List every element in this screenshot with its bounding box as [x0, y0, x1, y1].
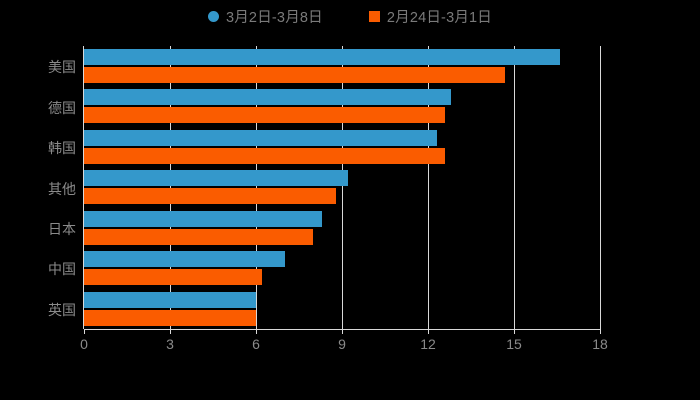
gridline — [514, 46, 515, 329]
x-axis-tick-label: 18 — [592, 336, 608, 352]
bar[interactable] — [84, 49, 560, 65]
bar[interactable] — [84, 251, 285, 268]
circle-marker-icon — [207, 11, 219, 22]
gridline — [600, 46, 601, 329]
x-axis-tick-mark — [170, 329, 171, 334]
plot-area — [83, 46, 601, 329]
y-axis-tick-label: 韩国 — [48, 140, 76, 157]
chart-legend: 3月2日-3月8日 2月24日-3月1日 — [0, 6, 700, 27]
bar-group — [84, 208, 600, 248]
bar[interactable] — [84, 228, 314, 245]
bar-group — [84, 86, 600, 126]
gridline — [342, 46, 343, 329]
bar-group — [84, 46, 600, 86]
bar[interactable] — [84, 107, 446, 124]
bar[interactable] — [84, 170, 348, 187]
x-axis-tick-mark — [600, 329, 601, 334]
x-axis-tick-label: 9 — [338, 336, 346, 352]
y-axis-tick-label: 中国 — [48, 261, 76, 278]
bar[interactable] — [84, 129, 437, 146]
x-axis-tick-label: 15 — [506, 336, 522, 352]
legend-item[interactable]: 2月24日-3月1日 — [368, 6, 493, 27]
x-axis-tick-label: 3 — [166, 336, 174, 352]
bar-group — [84, 127, 600, 167]
y-axis-tick-label: 英国 — [48, 301, 76, 318]
x-axis-tick-label: 12 — [420, 336, 436, 352]
bar[interactable] — [84, 291, 256, 308]
bar-group — [84, 248, 600, 288]
y-axis-tick-label: 德国 — [48, 99, 76, 116]
y-axis-tick-label: 其他 — [48, 180, 76, 197]
x-axis-tick-mark — [428, 329, 429, 334]
gridline — [428, 46, 429, 329]
bar[interactable] — [84, 67, 506, 83]
bar[interactable] — [84, 147, 446, 164]
bar[interactable] — [84, 309, 256, 326]
bar[interactable] — [84, 269, 262, 286]
y-axis-line — [83, 46, 84, 329]
gridline — [170, 46, 171, 329]
x-axis-tick-mark — [256, 329, 257, 334]
y-axis-tick-label: 美国 — [48, 59, 76, 76]
bar-group — [84, 167, 600, 207]
x-axis-tick-label: 6 — [252, 336, 260, 352]
square-marker-icon — [368, 11, 380, 22]
bar[interactable] — [84, 89, 451, 106]
y-axis-labels: 美国德国韩国其他日本中国英国 — [0, 46, 76, 329]
bar[interactable] — [84, 188, 337, 205]
x-axis-tick-label: 0 — [80, 336, 88, 352]
x-axis-tick-mark — [514, 329, 515, 334]
legend-label: 3月2日-3月8日 — [225, 10, 323, 26]
y-axis-tick-label: 日本 — [48, 220, 76, 237]
bar[interactable] — [84, 210, 322, 227]
legend-item[interactable]: 3月2日-3月8日 — [207, 6, 323, 27]
x-axis-tick-mark — [342, 329, 343, 334]
x-axis-tick-mark — [84, 329, 85, 334]
gridline — [256, 46, 257, 329]
bar-group — [84, 289, 600, 329]
legend-label: 2月24日-3月1日 — [386, 10, 493, 26]
